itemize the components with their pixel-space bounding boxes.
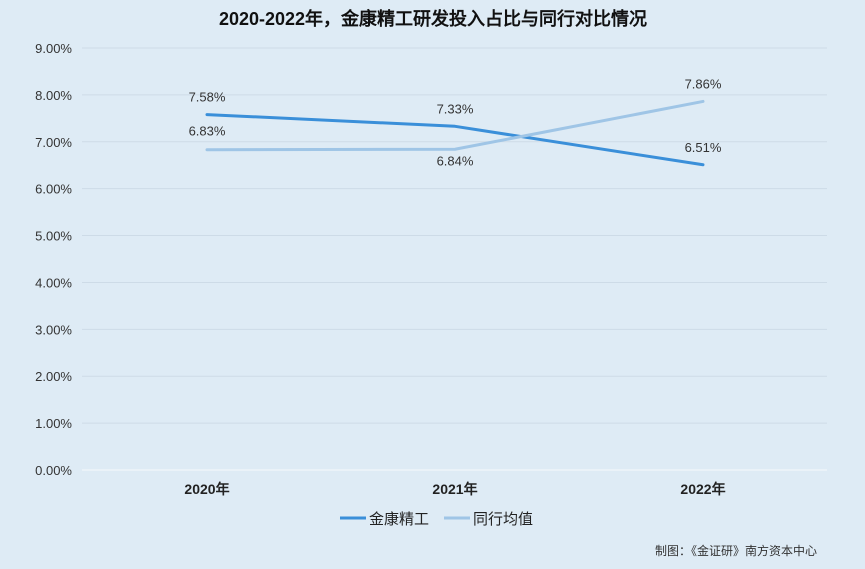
series-line-2 [205, 99, 705, 152]
data-label: 6.84% [437, 153, 474, 168]
y-tick-label: 9.00% [35, 41, 72, 56]
y-tick-label: 2.00% [35, 369, 72, 384]
y-tick-label: 3.00% [35, 322, 72, 337]
series-lines [205, 99, 705, 167]
data-label: 6.83% [189, 124, 226, 139]
y-tick-label: 4.00% [35, 275, 72, 290]
x-axis-ticks: 2020年 2021年 2022年 [184, 481, 725, 497]
y-tick-label: 8.00% [35, 88, 72, 103]
data-label: 7.33% [437, 101, 474, 116]
y-tick-label: 1.00% [35, 416, 72, 431]
legend-label: 金康精工 [369, 511, 429, 528]
y-tick-label: 6.00% [35, 182, 72, 197]
series-line-1 [205, 113, 705, 167]
data-label: 7.86% [685, 76, 722, 91]
x-tick-label: 2022年 [680, 481, 725, 497]
data-labels: 7.58% 7.33% 6.51% 6.83% 6.84% 7.86% [189, 76, 722, 168]
data-label: 7.58% [189, 90, 226, 105]
y-tick-label: 5.00% [35, 229, 72, 244]
grid [82, 47, 827, 471]
legend: 金康精工 同行均值 [340, 511, 533, 528]
x-tick-label: 2020年 [184, 481, 229, 497]
data-label: 6.51% [685, 140, 722, 155]
y-tick-label: 7.00% [35, 135, 72, 150]
chart-title: 2020-2022年，金康精工研发投入占比与同行对比情况 [219, 8, 647, 29]
legend-label: 同行均值 [473, 511, 533, 528]
credit-text: 制图：《金证研》南方资本中心 [655, 543, 817, 558]
y-tick-label: 0.00% [35, 463, 72, 478]
y-axis-ticks: 0.00% 1.00% 2.00% 3.00% 4.00% 5.00% 6.00% 7.00%… [35, 41, 72, 478]
x-tick-label: 2021年 [432, 481, 477, 497]
